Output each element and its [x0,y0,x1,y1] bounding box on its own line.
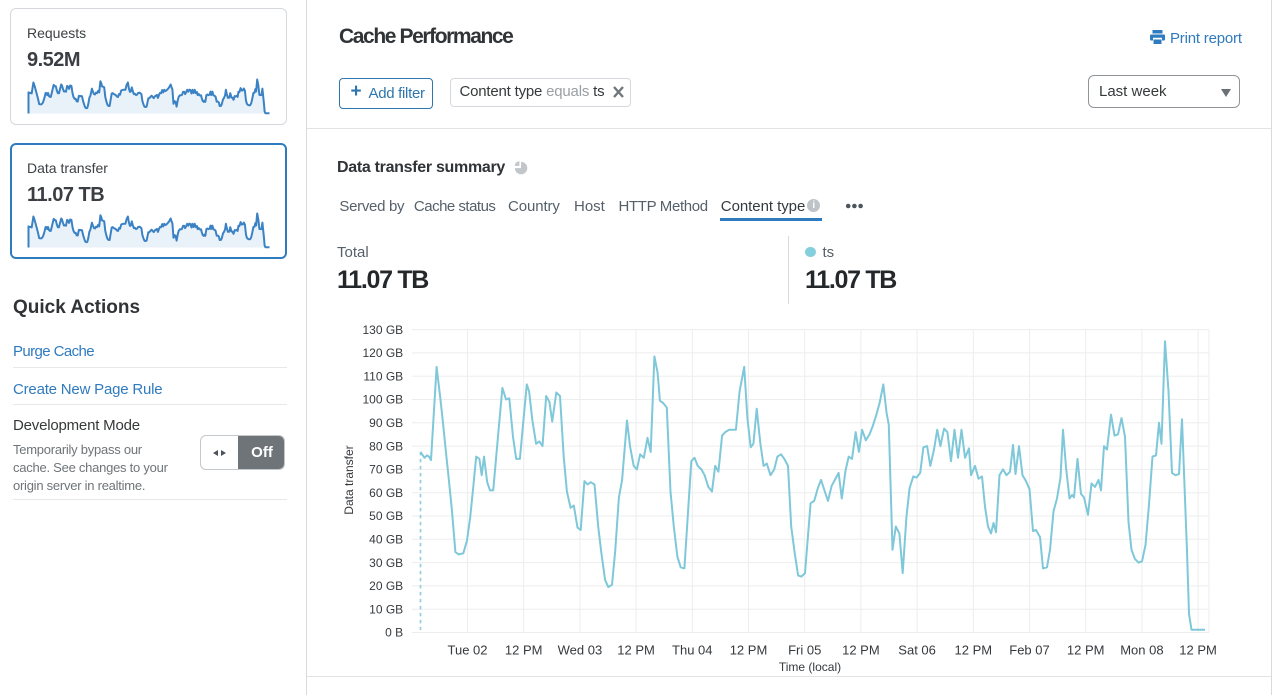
svg-text:110 GB: 110 GB [363,369,403,383]
svg-text:130 GB: 130 GB [362,323,403,337]
svg-text:60 GB: 60 GB [369,486,403,500]
svg-text:50 GB: 50 GB [369,509,403,523]
svg-text:40 GB: 40 GB [369,533,403,547]
svg-text:Wed 03: Wed 03 [558,643,603,658]
svg-text:12 PM: 12 PM [1067,643,1105,658]
svg-text:12 PM: 12 PM [730,643,768,658]
svg-text:Sat 06: Sat 06 [898,643,936,658]
svg-text:Mon 08: Mon 08 [1120,643,1163,658]
svg-text:0 B: 0 B [385,626,403,640]
svg-text:12 PM: 12 PM [842,643,880,658]
svg-text:90 GB: 90 GB [369,416,403,430]
svg-text:120 GB: 120 GB [362,346,403,360]
svg-text:12 PM: 12 PM [955,643,993,658]
svg-text:20 GB: 20 GB [369,579,403,593]
svg-text:Data transfer: Data transfer [342,445,356,514]
svg-text:80 GB: 80 GB [369,439,403,453]
svg-text:Time (local): Time (local) [779,660,841,674]
svg-text:10 GB: 10 GB [369,602,403,616]
svg-text:100 GB: 100 GB [362,393,403,407]
svg-text:Feb 07: Feb 07 [1009,643,1049,658]
svg-text:Fri 05: Fri 05 [788,643,821,658]
svg-text:Tue 02: Tue 02 [448,643,488,658]
svg-text:12 PM: 12 PM [505,643,543,658]
svg-text:Thu 04: Thu 04 [672,643,712,658]
svg-text:70 GB: 70 GB [369,463,403,477]
svg-text:12 PM: 12 PM [617,643,655,658]
svg-text:12 PM: 12 PM [1179,643,1217,658]
svg-text:30 GB: 30 GB [369,556,403,570]
